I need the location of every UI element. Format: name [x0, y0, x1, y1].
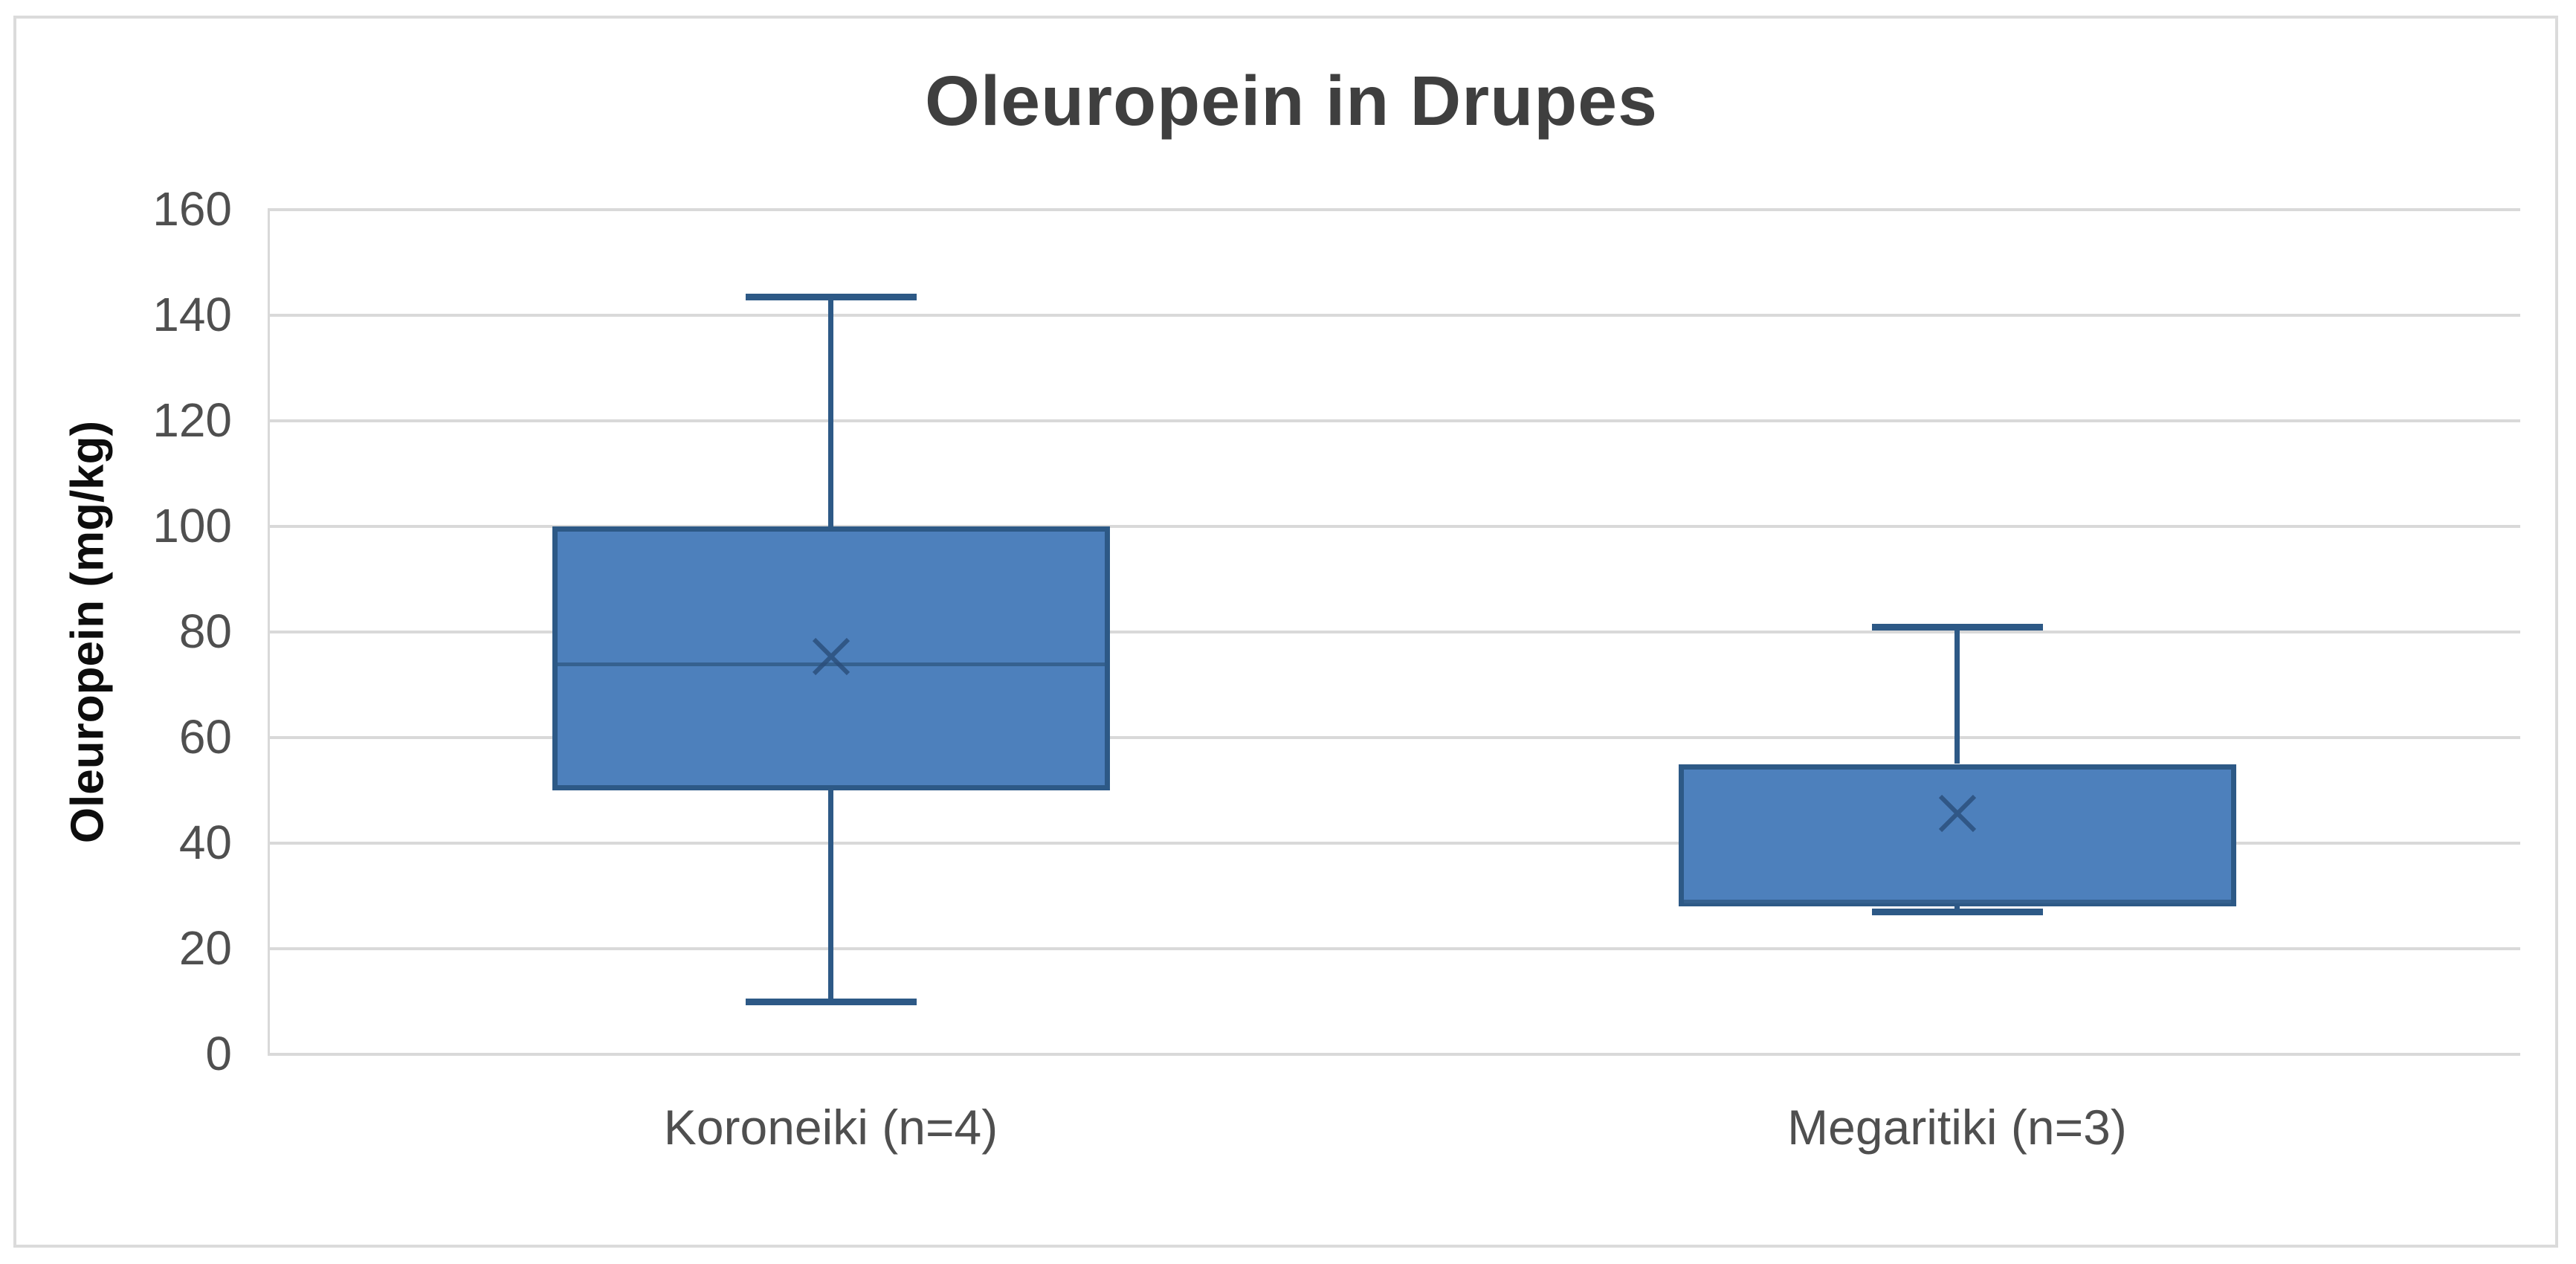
- gridline-y-140: [268, 314, 2520, 317]
- chart-title: Oleuropein in Drupes: [925, 62, 1658, 141]
- y-tick-label-40: 40: [178, 816, 232, 869]
- box-koroneiki-n-4: [552, 526, 1110, 790]
- whisker-lower-koroneiki-n-4: [828, 790, 833, 1002]
- x-category-label-koroneiki-n-4: Koroneiki (n=4): [663, 1100, 998, 1155]
- gridline-y-40: [268, 842, 2520, 845]
- x-category-label-megaritiki-n-3: Megaritiki (n=3): [1787, 1100, 2127, 1155]
- y-tick-label-20: 20: [178, 921, 232, 975]
- gridline-y-100: [268, 525, 2520, 528]
- y-tick-label-120: 120: [152, 393, 232, 447]
- gridline-y-120: [268, 419, 2520, 422]
- gridline-y-160: [268, 208, 2520, 211]
- whisker-upper-koroneiki-n-4: [828, 297, 833, 526]
- y-tick-label-0: 0: [205, 1027, 232, 1080]
- gridline-y-20: [268, 947, 2520, 950]
- whisker-cap-max-megaritiki-n-3: [1871, 623, 2043, 631]
- gridline-y-0: [268, 1053, 2520, 1056]
- whisker-cap-min-megaritiki-n-3: [1871, 909, 2043, 916]
- median-line-megaritiki-n-3: [1683, 900, 2231, 904]
- mean-marker-megaritiki-n-3: [1934, 790, 1981, 836]
- y-tick-label-60: 60: [178, 710, 232, 764]
- gridline-y-60: [268, 736, 2520, 739]
- y-tick-label-80: 80: [178, 604, 232, 658]
- whisker-cap-max-koroneiki-n-4: [745, 294, 917, 301]
- box-megaritiki-n-3: [1678, 764, 2236, 907]
- mean-marker-koroneiki-n-4: [808, 633, 854, 680]
- y-tick-label-160: 160: [152, 182, 232, 236]
- whisker-cap-min-koroneiki-n-4: [745, 999, 917, 1005]
- median-line-koroneiki-n-4: [557, 662, 1105, 666]
- y-tick-label-100: 100: [152, 499, 232, 552]
- whisker-upper-megaritiki-n-3: [1954, 626, 1960, 764]
- gridline-y-80: [268, 631, 2520, 633]
- y-tick-label-140: 140: [152, 288, 232, 341]
